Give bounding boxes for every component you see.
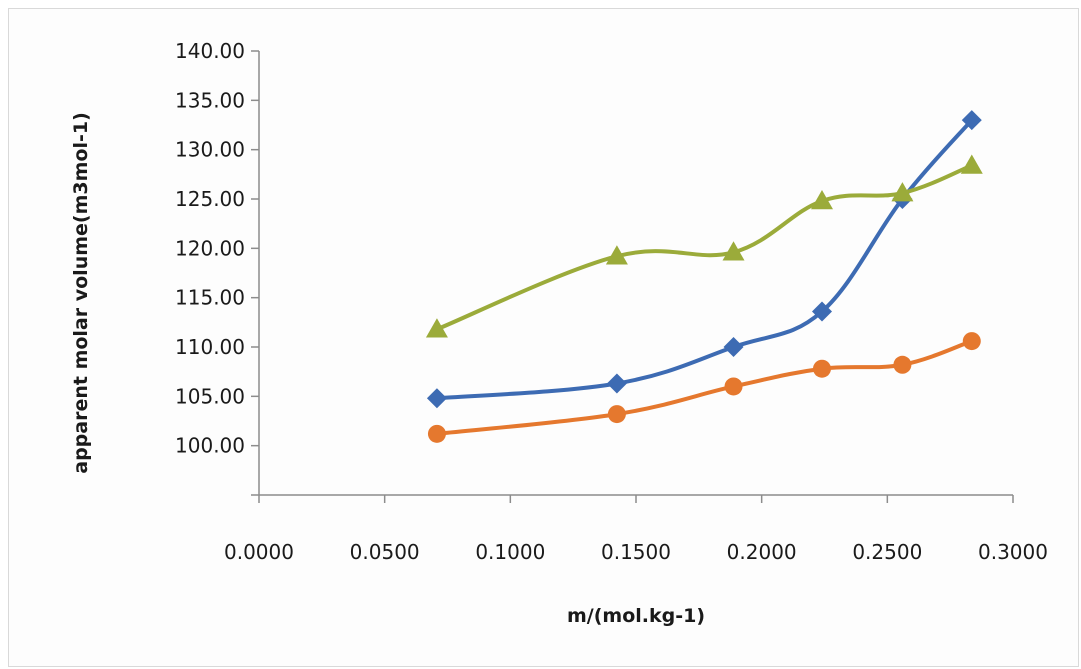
y-axis-ticks: 100.00 105.00 110.00 115.00 120.00 125.00 130.… xyxy=(175,39,259,496)
series-2 xyxy=(427,332,981,443)
data-point-triangle xyxy=(891,182,914,202)
data-point-triangle xyxy=(810,189,833,210)
y-tick-label: 120.00 xyxy=(175,236,245,260)
data-point-diamond xyxy=(811,301,832,322)
data-point-circle xyxy=(607,405,626,424)
y-tick-label: 125.00 xyxy=(175,187,245,211)
series-3 xyxy=(425,154,983,338)
y-tick-label: 130.00 xyxy=(175,138,245,162)
y-tick-label: 105.00 xyxy=(175,384,245,408)
x-axis-title: m/(mol.kg-1) xyxy=(567,605,705,627)
data-point-diamond xyxy=(961,110,982,131)
data-point-triangle xyxy=(425,318,448,338)
x-tick-label: 0.3000 xyxy=(978,540,1048,564)
chart: 0.0000 0.0500 0.1000 0.1500 0.2000 0.2500 0.30… xyxy=(70,39,1048,627)
data-point-circle xyxy=(427,424,446,443)
data-point-circle xyxy=(812,359,831,378)
x-tick-label: 0.0500 xyxy=(350,540,420,564)
y-tick-label: 110.00 xyxy=(175,335,245,359)
data-point-triangle xyxy=(605,245,628,265)
axes xyxy=(258,51,1013,496)
y-tick-label: 140.00 xyxy=(175,39,245,63)
x-tick-label: 0.2000 xyxy=(727,540,797,564)
series-line xyxy=(436,163,973,332)
x-axis-ticks: 0.0000 0.0500 0.1000 0.1500 0.2000 0.2500 0.30… xyxy=(224,495,1048,564)
data-point-diamond xyxy=(723,337,744,357)
x-tick-label: 0.1000 xyxy=(475,540,545,564)
series-line xyxy=(436,339,973,436)
y-tick-label: 135.00 xyxy=(175,88,245,112)
x-tick-label: 0.0000 xyxy=(224,540,294,564)
data-point-diamond xyxy=(426,388,447,409)
data-point-circle xyxy=(893,355,912,374)
y-axis-title: apparent molar volume(m3mol-1) xyxy=(70,112,92,474)
data-point-diamond xyxy=(606,373,627,394)
data-point-triangle xyxy=(960,154,983,174)
chart-frame: 0.0000 0.0500 0.1000 0.1500 0.2000 0.2500 0.30… xyxy=(8,8,1079,667)
series-line xyxy=(436,118,974,401)
y-tick-label: 100.00 xyxy=(175,434,245,458)
x-tick-label: 0.1500 xyxy=(601,540,671,564)
data-point-circle xyxy=(724,377,743,396)
x-tick-label: 0.2500 xyxy=(852,540,922,564)
data-point-triangle xyxy=(722,241,745,261)
y-tick-label: 115.00 xyxy=(175,286,245,310)
data-point-circle xyxy=(962,332,981,351)
series-group xyxy=(425,110,983,443)
